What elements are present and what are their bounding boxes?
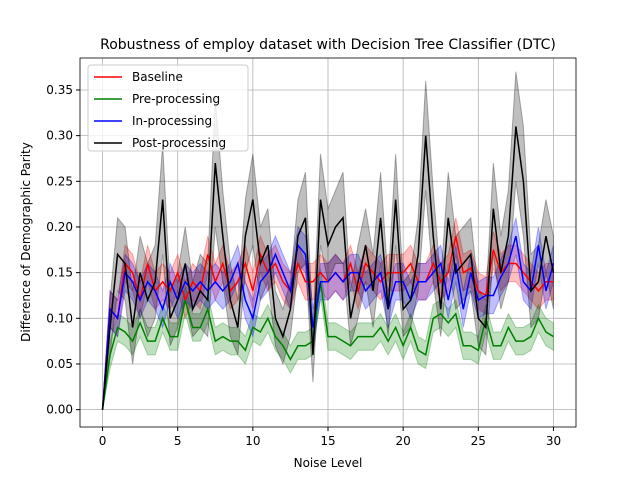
x-tick-label: 0	[99, 434, 107, 448]
y-tick-label: 0.15	[46, 266, 73, 280]
x-tick-label: 30	[546, 434, 561, 448]
x-tick-label: 5	[174, 434, 182, 448]
chart-title: Robustness of employ dataset with Decisi…	[100, 37, 556, 53]
line	[101, 281, 554, 410]
y-tick-label: 0.10	[46, 311, 73, 325]
x-tick-label: 20	[396, 434, 411, 448]
x-tick-label: 25	[471, 434, 486, 448]
y-tick-label: 0.35	[46, 83, 73, 97]
y-axis-label: Difference of Demographic Parity	[19, 142, 33, 342]
x-axis-label: Noise Level	[294, 456, 363, 470]
y-tick-label: 0.20	[46, 220, 73, 234]
y-tick-label: 0.00	[46, 403, 73, 417]
legend: Baseline Pre-processing In-processing Post-…	[87, 64, 249, 152]
line	[101, 126, 555, 410]
plot-frame	[79, 57, 577, 428]
x-tick-label: 10	[245, 434, 260, 448]
legend-label: Baseline	[132, 70, 183, 84]
legend-label: Pre-processing	[132, 92, 220, 106]
y-tick-label: 0.30	[46, 129, 73, 143]
y-tick-label: 0.25	[46, 174, 73, 188]
legend-label: In-processing	[132, 114, 212, 128]
legend-label: Post-processing	[132, 136, 226, 150]
x-tick-label: 15	[320, 434, 335, 448]
legend-box	[87, 64, 249, 152]
y-tick-label: 0.05	[46, 357, 73, 371]
